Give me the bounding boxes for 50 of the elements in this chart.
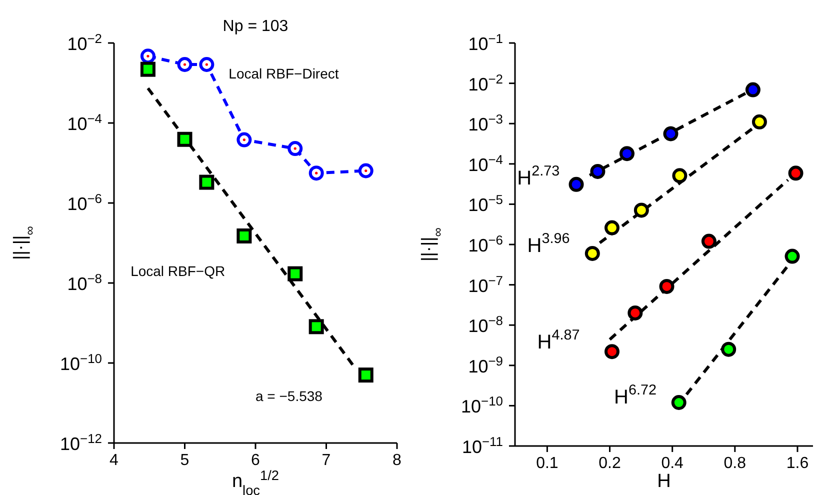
x-tick-label: 6 (251, 452, 260, 469)
point (288, 141, 303, 156)
point (140, 62, 156, 77)
x-tick-label: 0.1 (536, 455, 558, 472)
annotation: a = −5.538 (256, 388, 323, 404)
x-axis-title: H (657, 471, 671, 492)
y-tick-label: 10$^{−2}$ (67, 30, 102, 54)
y-tick-label: 10$^{−7}$ (468, 272, 503, 296)
point (358, 368, 374, 383)
point (308, 319, 324, 334)
x-tick-label: 0.8 (724, 455, 746, 472)
point (177, 57, 192, 72)
y-tick-label: 10$^{−3}$ (468, 111, 503, 135)
series-label: H$^{2.73}$ (517, 163, 560, 190)
point (236, 132, 252, 148)
point (199, 174, 214, 190)
x-tick-label: 4 (110, 452, 119, 469)
series-label: H$^{6.72}$ (614, 382, 657, 409)
chart-title: Np = 103 (222, 18, 288, 35)
y-tick-label: 10$^{−11}$ (462, 434, 503, 457)
y-tick-label: 10$^{−9}$ (468, 352, 503, 376)
x-tick-label: 7 (322, 452, 331, 469)
y-tick-label: 10$^{−10}$ (60, 350, 102, 374)
y-tick-label: 10$^{−8}$ (468, 312, 503, 336)
point (308, 166, 324, 181)
y-tick-label: 10$^{−1}$ (468, 30, 503, 54)
series-label: H$^{3.96}$ (527, 230, 570, 258)
y-tick-label: 10$^{−5}$ (468, 192, 503, 216)
y-tick-label: 10$^{−6}$ (67, 190, 102, 214)
series-label: Local RBF−QR (130, 262, 226, 278)
y-tick-label: 10$^{−4}$ (468, 151, 503, 175)
x-tick-label: 5 (180, 452, 190, 469)
y-tick-label: 10$^{−6}$ (468, 232, 503, 256)
y-tick-label: 10$^{−10}$ (460, 393, 503, 417)
series-label: Local RBF−Direct (228, 65, 339, 82)
y-tick-label: 10$^{−12}$ (60, 430, 102, 454)
point (288, 266, 303, 282)
point (199, 57, 214, 72)
y-tick-label: 10$^{−8}$ (67, 270, 102, 294)
point (358, 163, 374, 178)
point (140, 48, 156, 64)
x-tick-label: 1.6 (786, 455, 809, 472)
point (177, 132, 192, 147)
point (236, 228, 252, 244)
x-tick-label: 8 (392, 452, 402, 469)
y-tick-label: 10$^{−2}$ (468, 70, 503, 94)
x-tick-label: 0.2 (598, 455, 621, 472)
x-tick-label: 0.4 (661, 455, 684, 472)
y-tick-label: 10$^{−4}$ (67, 110, 102, 134)
series-label: H$^{4.87}$ (537, 327, 580, 354)
